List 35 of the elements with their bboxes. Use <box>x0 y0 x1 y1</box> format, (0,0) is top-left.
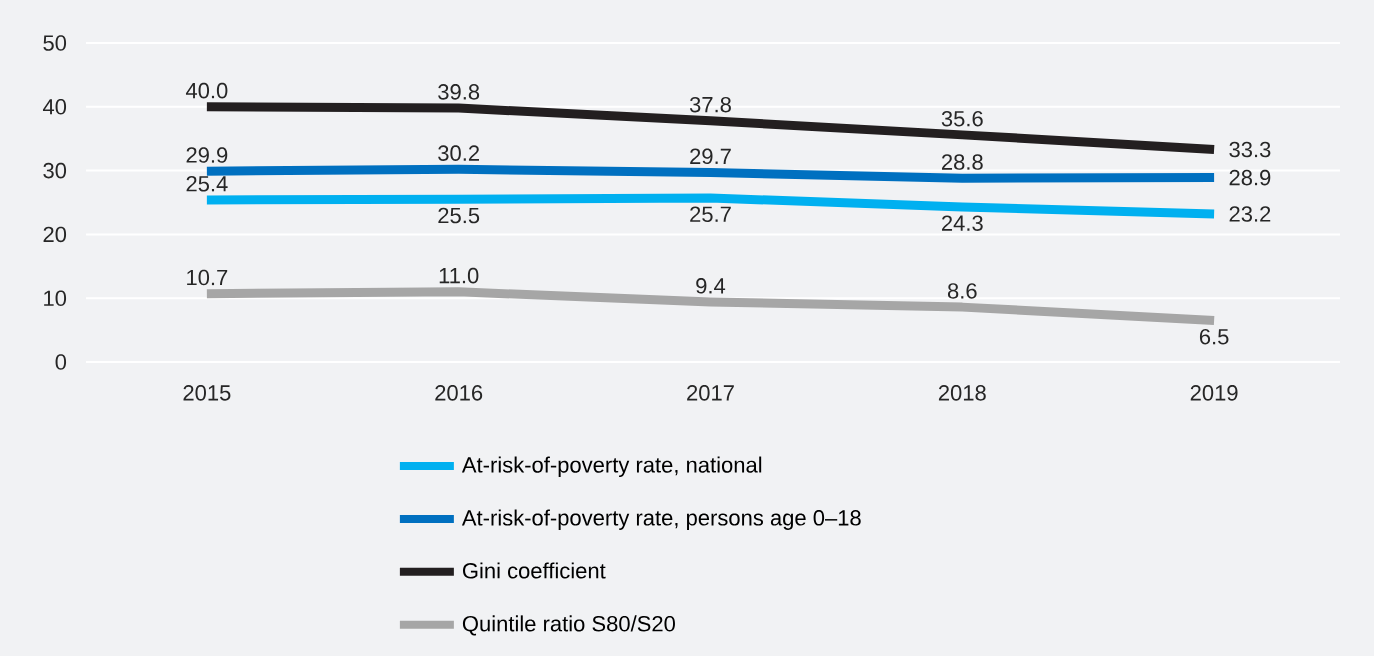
legend-label: At-risk-of-poverty rate, national <box>461 456 762 478</box>
y-tick-label: 40 <box>42 99 67 115</box>
data-label: 29.9 <box>186 147 228 163</box>
data-label: 39.8 <box>438 84 480 100</box>
y-tick-label: 20 <box>43 226 67 243</box>
y-tick-label: 30 <box>43 162 67 179</box>
x-tick-label: 2018 <box>938 385 986 401</box>
legend-label: Gini coefficient <box>462 562 606 579</box>
data-label: 24.3 <box>941 215 983 231</box>
x-tick-label: 2017 <box>687 385 734 401</box>
data-label: 30.2 <box>438 145 479 161</box>
y-tick-label: 50 <box>43 35 67 51</box>
data-label: 25.5 <box>438 207 480 224</box>
data-label: 28.8 <box>941 154 983 170</box>
x-tick-label: 2015 <box>183 385 231 401</box>
data-label: 9.4 <box>696 278 726 294</box>
data-label: 37.8 <box>689 96 731 113</box>
y-tick-label: 10 <box>44 290 67 306</box>
data-label: 6.5 <box>1199 328 1229 345</box>
data-label: 28.9 <box>1229 169 1271 186</box>
data-label: 29.7 <box>690 148 731 165</box>
x-tick-label: 2019 <box>1190 385 1238 401</box>
data-label: 40.0 <box>185 82 228 99</box>
data-label: 8.6 <box>947 283 977 299</box>
data-label: 23.2 <box>1229 206 1271 222</box>
data-label: 25.7 <box>690 206 731 223</box>
x-tick-label: 2016 <box>435 385 483 401</box>
data-label: 11.0 <box>439 267 479 284</box>
data-label: 33.3 <box>1229 141 1271 158</box>
data-label: 25.4 <box>186 175 228 192</box>
y-tick-label: 0 <box>55 354 67 370</box>
data-label: 35.6 <box>941 110 983 127</box>
legend-label: At-risk-of-poverty rate, persons age 0–18 <box>461 509 861 530</box>
data-label: 10.7 <box>187 269 228 286</box>
legend-label: Quintile ratio S80/S20 <box>462 615 675 636</box>
